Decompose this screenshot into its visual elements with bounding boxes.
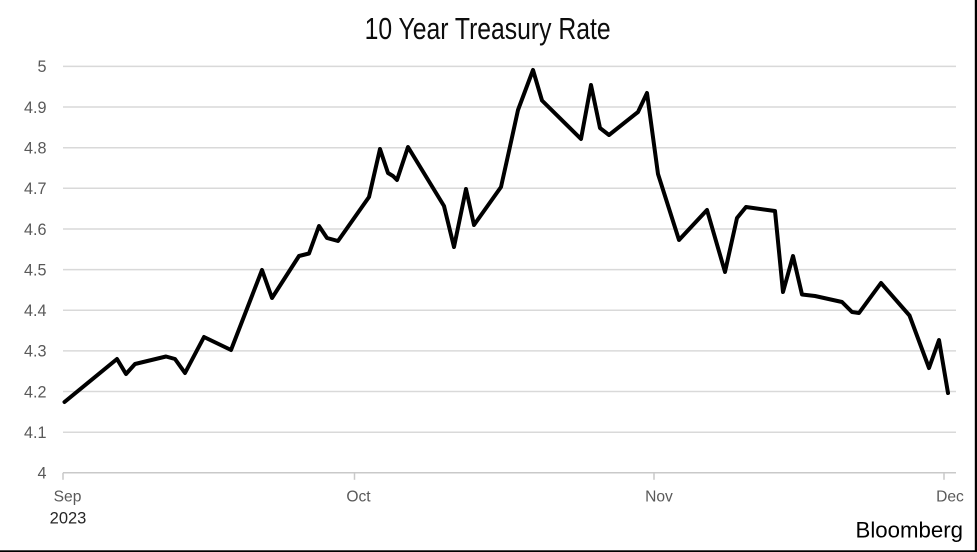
svg-text:4.7: 4.7 [24, 180, 47, 198]
svg-text:Dec: Dec [936, 489, 964, 506]
svg-text:4.4: 4.4 [24, 302, 47, 320]
svg-text:4.6: 4.6 [24, 221, 47, 239]
svg-text:Oct: Oct [346, 489, 371, 506]
svg-text:4.1: 4.1 [24, 424, 47, 442]
svg-text:2023: 2023 [50, 509, 87, 527]
svg-text:10 Year Treasury Rate: 10 Year Treasury Rate [365, 11, 611, 46]
svg-text:4.5: 4.5 [24, 261, 47, 279]
svg-text:Sep: Sep [54, 489, 82, 506]
svg-text:4.2: 4.2 [24, 383, 47, 401]
svg-text:4.3: 4.3 [24, 343, 47, 361]
svg-text:Nov: Nov [645, 489, 673, 506]
svg-text:Bloomberg: Bloomberg [856, 517, 964, 542]
svg-text:4.9: 4.9 [24, 99, 47, 117]
svg-text:5: 5 [37, 58, 46, 76]
svg-text:4: 4 [37, 465, 46, 483]
svg-text:4.8: 4.8 [24, 140, 47, 158]
